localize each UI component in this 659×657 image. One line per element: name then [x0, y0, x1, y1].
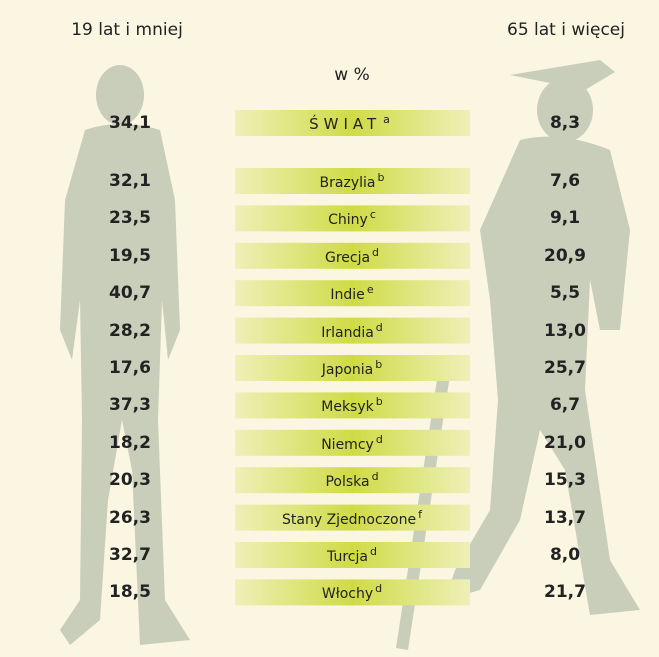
- footnote-mark: d: [372, 470, 379, 483]
- left-value: 32,1: [109, 171, 151, 191]
- country-name: Chiny: [328, 212, 368, 228]
- left-value: 19,5: [109, 246, 151, 266]
- footnote-mark: d: [376, 321, 383, 334]
- footnote-mark: e: [367, 283, 374, 296]
- footnote-mark: d: [370, 545, 377, 558]
- left-value: 18,2: [109, 433, 151, 453]
- left-value: 37,3: [109, 395, 151, 415]
- footnote-mark: d: [376, 433, 383, 446]
- right-value: 7,6: [550, 171, 580, 191]
- country-name: Irlandia: [321, 324, 374, 340]
- country-name: ŚWIAT: [309, 115, 381, 133]
- footnote-mark: b: [375, 358, 382, 371]
- left-value: 17,6: [109, 358, 151, 378]
- right-value: 15,3: [544, 470, 586, 490]
- right-value: 21,7: [544, 582, 586, 602]
- footnote-mark: b: [376, 396, 383, 409]
- country-name: Indie: [330, 287, 364, 303]
- right-value: 13,0: [544, 321, 586, 341]
- right-value: 13,7: [544, 508, 586, 528]
- country-name: Włochy: [322, 586, 373, 602]
- country-name: Grecja: [325, 250, 370, 266]
- left-value: 40,7: [109, 283, 151, 303]
- left-value: 28,2: [109, 321, 151, 341]
- left-value: 34,1: [109, 113, 151, 133]
- footnote-mark: c: [370, 209, 376, 222]
- left-header: 19 lat i mniej: [71, 20, 183, 40]
- country-name: Niemcy: [321, 437, 374, 453]
- right-value: 5,5: [550, 283, 580, 303]
- country-name: Polska: [325, 474, 369, 490]
- country-name: Brazylia: [320, 175, 376, 191]
- right-value: 20,9: [544, 246, 586, 266]
- footnote-mark: d: [372, 246, 379, 259]
- infographic: 19 lat i mniej 65 lat i więcej w % 34,1 8,3 Ś…: [0, 0, 659, 657]
- right-header: 65 lat i więcej: [507, 20, 625, 40]
- footnote-mark: d: [375, 583, 382, 596]
- left-value: 32,7: [109, 545, 151, 565]
- left-value: 20,3: [109, 470, 151, 490]
- right-value: 25,7: [544, 358, 586, 378]
- country-name: Stany Zjednoczone: [282, 511, 416, 527]
- right-value: 6,7: [550, 395, 580, 415]
- country-name: Japonia: [322, 362, 374, 378]
- country-name: Meksyk: [321, 399, 374, 415]
- right-value: 9,1: [550, 208, 580, 228]
- right-value: 8,3: [550, 113, 580, 133]
- footnote-mark: f: [418, 508, 422, 521]
- unit-label: w %: [334, 65, 369, 85]
- footnote-mark: b: [377, 171, 384, 184]
- country-name: Turcja: [327, 549, 368, 565]
- right-value: 8,0: [550, 545, 580, 565]
- left-value: 18,5: [109, 582, 151, 602]
- right-value: 21,0: [544, 433, 586, 453]
- footnote-mark: a: [383, 113, 395, 126]
- left-value: 23,5: [109, 208, 151, 228]
- left-value: 26,3: [109, 508, 151, 528]
